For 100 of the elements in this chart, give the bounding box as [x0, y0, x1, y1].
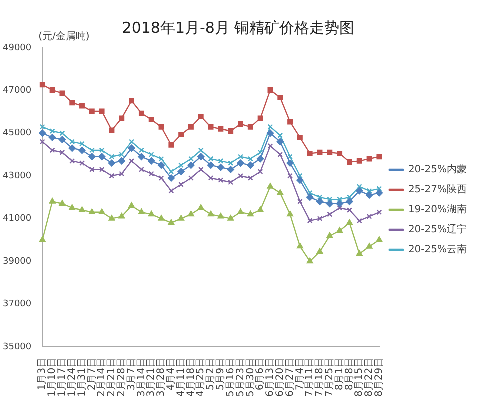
point	[119, 116, 125, 122]
point	[237, 160, 244, 167]
point	[119, 152, 125, 158]
x-tick-label: 8月22日	[364, 358, 376, 398]
point	[317, 194, 323, 200]
point	[59, 200, 66, 206]
point	[98, 153, 106, 160]
point	[129, 98, 135, 104]
point	[307, 190, 313, 196]
point	[198, 153, 205, 160]
legend-label: 25-27%陕西	[408, 184, 468, 196]
point	[286, 160, 294, 167]
point	[238, 173, 244, 179]
point	[109, 154, 115, 160]
point	[317, 216, 323, 222]
point	[276, 138, 284, 146]
point	[148, 152, 154, 158]
point	[99, 108, 105, 114]
point	[366, 214, 372, 220]
x-tick-label: 1月10日	[47, 358, 58, 398]
point	[198, 204, 204, 210]
point	[316, 248, 324, 254]
point	[138, 166, 144, 172]
x-tick-label: 4月25日	[196, 358, 207, 398]
point	[70, 158, 76, 164]
point	[99, 148, 105, 154]
x-tick-label: 7月18日	[314, 358, 326, 398]
point	[307, 150, 313, 156]
x-tick-label: 5月2日	[206, 358, 217, 391]
x-tick-label: 2月7日	[86, 358, 98, 391]
point	[228, 128, 234, 134]
x-tick-label: 7月25日	[324, 358, 336, 398]
point	[69, 204, 76, 210]
point	[326, 200, 334, 208]
point	[327, 212, 333, 218]
point	[60, 90, 66, 96]
x-tick-label: 5月9日	[216, 358, 227, 391]
point	[306, 258, 314, 264]
point	[288, 154, 294, 160]
point	[228, 160, 234, 166]
x-tick-label: 6月27日	[284, 358, 296, 398]
point	[327, 196, 333, 202]
point	[108, 160, 116, 167]
point	[198, 166, 204, 172]
point	[158, 156, 164, 162]
point	[70, 139, 76, 145]
point	[356, 250, 363, 256]
point	[158, 176, 164, 181]
x-tick-label: 3月28日	[156, 358, 168, 398]
point	[288, 119, 294, 125]
point	[128, 144, 136, 152]
x-tick-label: 2月21日	[106, 358, 118, 398]
y-tick-label: 45000	[2, 128, 32, 139]
x-tick-label: 7月4日	[294, 358, 306, 391]
point	[188, 124, 194, 130]
point	[258, 150, 264, 156]
point	[346, 219, 353, 226]
point	[188, 210, 194, 217]
point	[336, 200, 344, 208]
point	[247, 162, 254, 170]
point	[228, 180, 234, 186]
point	[168, 174, 176, 182]
legend-label: 20-25%云南	[408, 244, 468, 256]
x-tick-label: 3月21日	[146, 358, 158, 398]
point	[39, 130, 46, 138]
x-tick-label: 5月30日	[245, 358, 256, 398]
point	[337, 205, 343, 211]
point	[49, 198, 56, 204]
point	[129, 158, 135, 164]
point	[158, 215, 165, 221]
point	[198, 114, 204, 120]
x-tick-label: 1月17日	[57, 358, 68, 398]
point	[337, 196, 343, 202]
point	[366, 188, 372, 194]
x-tick-label: 1月31日	[76, 358, 88, 398]
point	[58, 136, 66, 144]
point	[306, 194, 314, 202]
point	[238, 154, 244, 160]
x-tick-label: 4月18日	[186, 358, 197, 398]
point	[238, 208, 244, 214]
point	[288, 173, 294, 179]
x-tick-label: 8月8日	[344, 358, 356, 391]
point	[356, 184, 362, 190]
point	[316, 198, 324, 206]
point	[317, 150, 323, 156]
legend-label: 20-25%内蒙	[408, 164, 468, 176]
point	[297, 199, 303, 204]
point	[227, 166, 234, 174]
point	[356, 158, 362, 164]
point	[267, 183, 274, 189]
x-tick-label: 5月23日	[235, 358, 246, 398]
point	[366, 156, 372, 162]
point	[278, 95, 284, 100]
point	[158, 124, 164, 130]
point	[376, 236, 383, 242]
point	[188, 162, 195, 170]
point	[347, 208, 352, 213]
point	[347, 194, 352, 200]
point	[268, 88, 274, 93]
point	[80, 160, 85, 166]
